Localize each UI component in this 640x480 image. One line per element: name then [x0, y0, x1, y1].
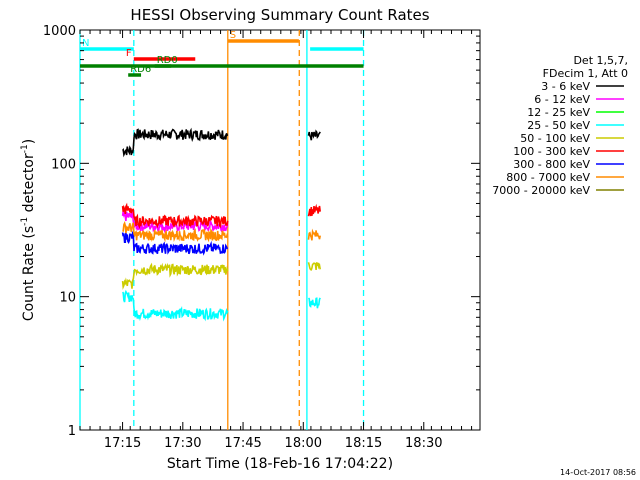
series-line	[307, 262, 321, 271]
annotation-label: F	[126, 48, 132, 59]
y-axis-label: Count Rate (s-1 detector-1)	[20, 139, 37, 321]
series-line	[121, 262, 229, 290]
chart-title: HESSI Observing Summary Count Rates	[130, 6, 429, 24]
legend-header-decim: FDecim 1, Att 0	[543, 67, 628, 80]
annotation-label: RD0	[157, 55, 178, 66]
series-layer	[121, 127, 321, 322]
annotation-lines: N F RD0 RD6 S	[80, 30, 364, 77]
x-tick-label: 17:45	[224, 436, 261, 451]
x-axis-label: Start Time (18-Feb-16 17:04:22)	[167, 456, 393, 472]
series-300-800keV	[121, 230, 228, 256]
legend-label: 300 - 800 keV	[513, 158, 590, 171]
series-line	[307, 228, 321, 241]
annotation-label: RD6	[130, 64, 151, 75]
legend-label: 6 - 12 keV	[534, 93, 590, 106]
x-tick-label: 17:15	[104, 436, 141, 451]
y-tick-label: 100	[51, 157, 76, 172]
legend-label: 25 - 50 keV	[527, 119, 590, 132]
series-line	[121, 289, 229, 322]
plot-area: N F RD0 RD6 S 1 10 100 1000 17:15 17:30 17:45 18:00…	[43, 24, 481, 451]
series-50-100keV	[121, 262, 321, 290]
legend-label: 50 - 100 keV	[520, 132, 590, 145]
annotation-label: S	[230, 30, 236, 41]
footer-timestamp: 14-Oct-2017 08:56	[560, 468, 636, 477]
legend-label: 7000 - 20000 keV	[492, 184, 590, 197]
series-line	[122, 220, 229, 243]
legend-label: 3 - 6 keV	[541, 80, 590, 93]
series-line	[307, 203, 321, 217]
series-line	[307, 129, 321, 141]
series-line	[307, 297, 321, 309]
series-800-7000keV	[122, 220, 321, 243]
x-tick-label: 17:30	[164, 436, 201, 451]
series-line	[121, 230, 228, 256]
legend-label: 100 - 300 keV	[513, 145, 590, 158]
series-line	[121, 127, 229, 158]
annotation-label: N	[82, 38, 89, 49]
series-3-6keV	[121, 127, 321, 158]
series-line	[121, 202, 229, 230]
y-tick-label: 1000	[43, 24, 76, 39]
x-tick-label: 18:00	[285, 436, 322, 451]
legend-label: 12 - 25 keV	[527, 106, 590, 119]
x-tick-label: 18:15	[345, 436, 382, 451]
legend-header-detectors: Det 1,5,7,	[573, 54, 628, 67]
series-100-300keV	[121, 202, 321, 230]
x-tick-label: 18:30	[405, 436, 442, 451]
series-25-50keV	[121, 289, 321, 322]
legend-label: 800 - 7000 keV	[506, 171, 590, 184]
y-tick-label: 1	[68, 424, 76, 439]
y-tick-label: 10	[59, 291, 76, 306]
axis-ticks: 1 10 100 1000 17:15 17:30 17:45 18:00 18:15 18:30	[43, 24, 480, 451]
